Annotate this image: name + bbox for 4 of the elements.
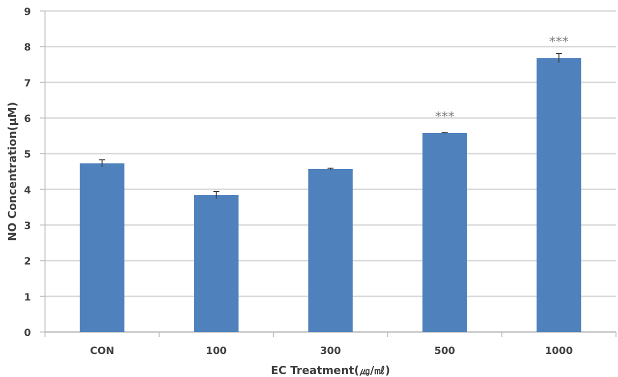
annotation: ***	[434, 110, 454, 125]
xlabel: EC Treatment(㎍/㎖)	[270, 364, 390, 377]
ylabel: NO Concentration(μM)	[6, 102, 19, 242]
annotation: ***	[549, 35, 569, 50]
